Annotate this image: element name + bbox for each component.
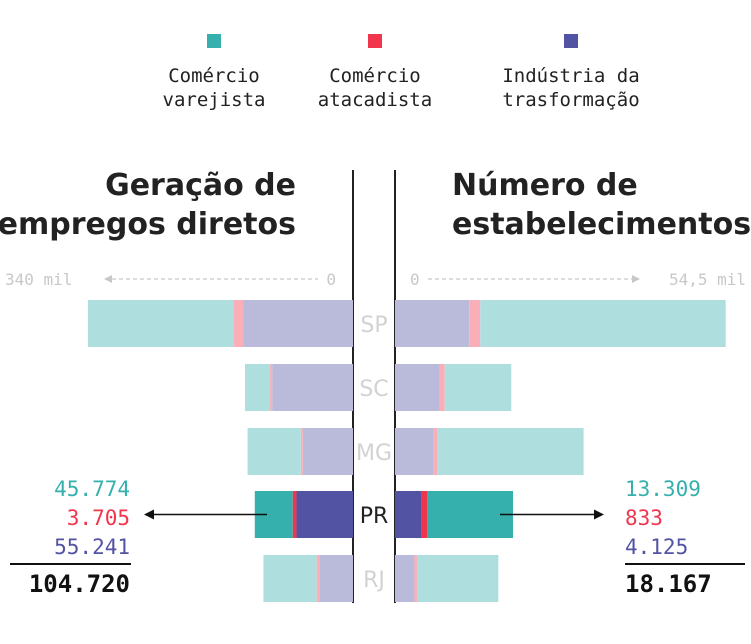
right-bar-sc-series-3 [395,364,440,411]
legend-swatch-3 [564,34,578,48]
left-pr-value-3: 55.241 [54,535,130,559]
legend-label-3-line-2: trasformação [502,89,639,111]
left-pr-value-2: 3.705 [67,506,130,530]
category-label-pr: PR [360,504,389,529]
right-pr-total: 18.167 [625,570,712,598]
legend-label-2-line-2: atacadista [318,89,432,111]
right-bar-sp-series-2 [469,300,481,347]
right-pr-value-3: 4.125 [625,535,688,559]
legend-label-3-line-1: Indústria da [502,65,639,87]
category-label-sp: SP [360,313,387,338]
category-label-mg: MG [356,441,392,466]
left-axis-arrowhead [104,275,112,283]
category-label-sc: SC [359,377,388,402]
right-bar-mg-series-1 [436,428,584,475]
right-title-line-1: Número de [452,168,638,203]
left-bar-sc-series-3 [272,364,353,411]
left-axis-zero-label: 0 [326,270,336,289]
right-bar-pr-series-3 [395,491,422,538]
right-bar-sp-series-1 [480,300,726,347]
left-bar-sc-series-2 [270,364,273,411]
left-annotation-arrowhead [144,509,154,520]
left-bar-mg-series-2 [300,428,303,475]
left-bar-sp-series-2 [233,300,244,347]
left-axis-max-label: 340 mil [5,270,72,289]
legend-label-2-line-1: Comércio [329,65,421,87]
right-bar-rj-series-3 [395,555,415,602]
left-bar-sc-series-1 [245,364,271,411]
right-bar-mg-series-2 [433,428,437,475]
right-axis-max-label: 54,5 mil [669,270,746,289]
left-pr-total: 104.720 [29,570,130,598]
left-bar-rj-series-2 [316,555,320,602]
legend-label-1-line-1: Comércio [168,65,260,87]
right-bar-mg-series-3 [395,428,434,475]
right-bar-sc-series-2 [439,364,445,411]
right-bar-sc-series-1 [444,364,512,411]
left-bar-rj-series-1 [263,555,317,602]
left-title-line-2: empregos diretos [0,207,296,242]
right-pr-value-2: 833 [625,506,663,530]
right-bar-pr-series-2 [421,491,428,538]
left-pr-value-1: 45.774 [54,477,130,501]
category-label-rj: RJ [363,568,385,593]
right-annotation-arrowhead [594,509,604,520]
left-bar-rj-series-3 [319,555,353,602]
right-bar-sp-series-3 [395,300,470,347]
right-title-line-2: estabelecimentos [452,207,751,242]
right-axis-zero-label: 0 [410,270,420,289]
legend-label-1-line-2: varejista [163,89,266,111]
right-pr-value-1: 13.309 [625,477,701,501]
right-axis-arrowhead [632,275,640,283]
left-bar-mg-series-3 [302,428,353,475]
left-bar-pr-series-3 [296,491,353,538]
legend-swatch-2 [368,34,382,48]
left-bar-sp-series-1 [87,300,234,347]
left-bar-pr-series-2 [292,491,297,538]
right-bar-pr-series-1 [427,491,513,538]
legend-swatch-1 [207,34,221,48]
left-bar-sp-series-3 [243,300,353,347]
right-bar-rj-series-2 [414,555,417,602]
left-bar-mg-series-1 [247,428,301,475]
left-title-line-1: Geração de [105,168,296,203]
right-bar-rj-series-1 [416,555,499,602]
